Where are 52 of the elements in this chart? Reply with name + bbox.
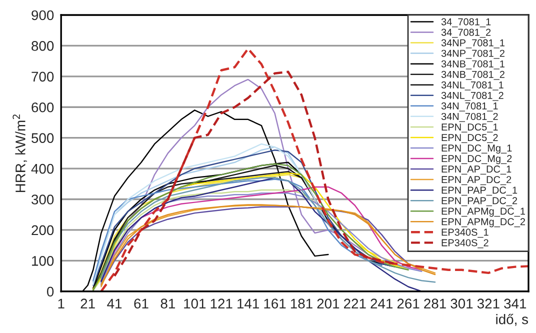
x-tick-label: 101 — [184, 298, 206, 309]
y-tick-label: 600 — [32, 102, 54, 112]
x-tick-label: 41 — [107, 298, 122, 308]
y-tick-label: 500 — [32, 133, 54, 143]
legend-label: EPN_AP_DC_1 — [442, 166, 512, 175]
x-tick-label: 321 — [477, 298, 500, 309]
y-tick-label: 100 — [32, 256, 54, 266]
legend-label: 34NL_7081_1 — [441, 81, 504, 90]
y-tick-label: 300 — [32, 194, 54, 204]
legend-label: EPN_DC_Mg_1 — [442, 144, 512, 154]
legend-label: 34N_7081_1 — [441, 102, 498, 112]
x-tick-label: 81 — [160, 298, 175, 309]
x-tick-label: 301 — [450, 298, 473, 309]
legend-label: 34_7081_2 — [441, 28, 491, 38]
y-tick-label: 400 — [31, 164, 54, 174]
x-tick-label: 161 — [264, 298, 286, 309]
y-tick-label: 0 — [46, 286, 54, 297]
legend-label: 34NP_7081_2 — [441, 50, 504, 59]
x-axis-title: idő, s — [496, 314, 528, 326]
x-tick-label: 61 — [134, 298, 148, 309]
x-tick-label: 241 — [370, 298, 393, 308]
x-tick-label: 261 — [397, 298, 420, 309]
x-tick-label: 181 — [290, 298, 312, 309]
x-tick-label: 341 — [504, 298, 526, 309]
x-tick-label: 121 — [210, 298, 232, 308]
y-tick-label: 700 — [32, 72, 54, 82]
y-tick-label: 900 — [32, 10, 54, 20]
legend-label: 34NB_7081_2 — [441, 70, 504, 80]
x-tick-label: 281 — [424, 298, 446, 309]
legend-label: EPN_DC5_2 — [442, 134, 498, 143]
legend-label: 34_7081_1 — [441, 18, 491, 28]
legend-label: 34NL_7081_2 — [441, 92, 504, 101]
x-tick-label: 221 — [344, 298, 366, 308]
legend-label: EPN_AP_DC_2 — [442, 176, 512, 186]
x-tick-label: 141 — [238, 298, 259, 308]
x-tick-label: 21 — [80, 298, 95, 308]
legend-label: EP340S_2 — [442, 239, 488, 248]
legend-label: EPN_APMg_DC_1 — [442, 208, 526, 217]
legend-label: EPN_DC_Mg_2 — [442, 155, 512, 164]
legend-label: EPN_DC5_1 — [442, 123, 498, 132]
x-tick-label: 201 — [317, 298, 340, 309]
y-tick-label: 800 — [32, 41, 54, 51]
legend-label: EPN_PAP_DC_2 — [442, 197, 518, 206]
y-tick-label: 200 — [32, 225, 54, 236]
legend-label: 34NP_7081_1 — [441, 39, 504, 48]
legend-label: 34N_7081_2 — [441, 112, 498, 122]
y-axis-title: HRR, kW/m$^{2}$ — [12, 114, 27, 192]
legend-label: 34NB_7081_1 — [441, 60, 504, 70]
x-tick-label: 1 — [58, 298, 64, 308]
legend-label: EPN_APMg_DC_2 — [442, 218, 525, 228]
legend-label: EP340S_1 — [442, 228, 488, 238]
legend-label: EPN_PAP_DC_1 — [442, 186, 518, 196]
